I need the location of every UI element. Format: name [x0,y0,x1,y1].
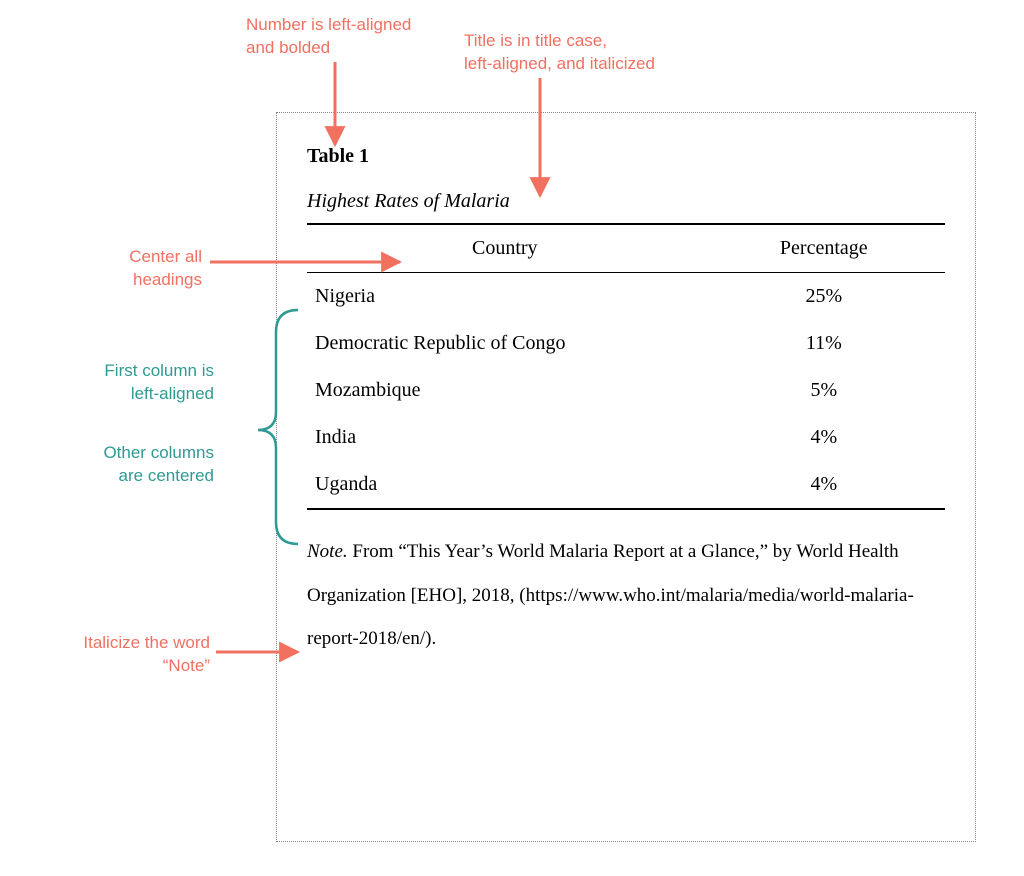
table-row: India 4% [307,414,945,461]
cell-percentage: 11% [703,320,945,367]
annotation-text: left-aligned [131,384,214,403]
note-word: Note. [307,541,348,562]
canvas: Number is left-aligned and bolded Title … [0,0,1024,876]
annotation-text: “Note” [163,656,210,675]
annotation-text: First column is [104,361,214,380]
cell-percentage: 4% [703,461,945,509]
cell-percentage: 25% [703,273,945,321]
table-row: Democratic Republic of Congo 11% [307,320,945,367]
table-header-row: Country Percentage [307,224,945,273]
annotation-note-word: Italicize the word “Note” [20,632,210,678]
cell-country: Nigeria [307,273,703,321]
annotation-text: are centered [119,466,214,485]
table-row: Mozambique 5% [307,367,945,414]
column-header-country: Country [307,224,703,273]
table-note: Note. From “This Year’s World Malaria Re… [307,530,945,661]
annotation-first-column: First column is left-aligned [44,360,214,406]
table-number: Table 1 [307,145,945,168]
cell-country: India [307,414,703,461]
data-table: Country Percentage Nigeria 25% Democrati… [307,223,945,510]
annotation-text: Italicize the word [83,633,210,652]
cell-country: Democratic Republic of Congo [307,320,703,367]
document-box: Table 1 Highest Rates of Malaria Country… [276,112,976,842]
annotation-text: Other columns [103,443,214,462]
cell-percentage: 4% [703,414,945,461]
annotation-table-number: Number is left-aligned and bolded [246,14,411,60]
annotation-text: and bolded [246,38,330,57]
annotation-table-title: Title is in title case, left-aligned, an… [464,30,655,76]
table-body: Nigeria 25% Democratic Republic of Congo… [307,273,945,510]
annotation-headings: Center all headings [52,246,202,292]
cell-percentage: 5% [703,367,945,414]
annotation-text: Title is in title case, [464,31,607,50]
annotation-text: left-aligned, and italicized [464,54,655,73]
table-title: Highest Rates of Malaria [307,190,945,213]
note-rest: From “This Year’s World Malaria Report a… [307,541,914,649]
column-header-percentage: Percentage [703,224,945,273]
table-row: Nigeria 25% [307,273,945,321]
cell-country: Uganda [307,461,703,509]
cell-country: Mozambique [307,367,703,414]
annotation-text: headings [133,270,202,289]
annotation-text: Center all [129,247,202,266]
table-row: Uganda 4% [307,461,945,509]
annotation-text: Number is left-aligned [246,15,411,34]
annotation-other-columns: Other columns are centered [44,442,214,488]
